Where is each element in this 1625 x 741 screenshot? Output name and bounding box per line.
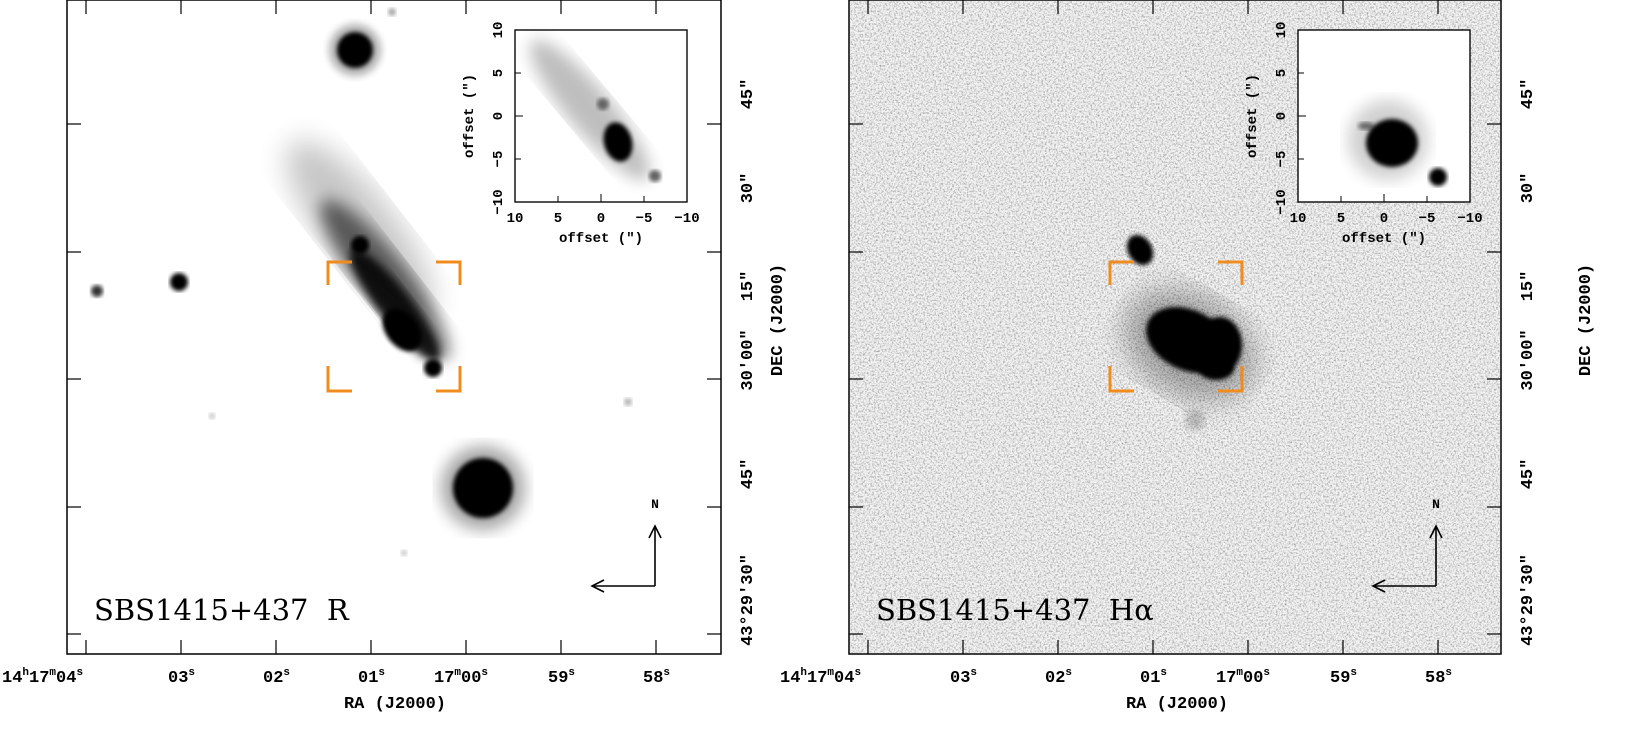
ha-dec-tick: 15" — [1519, 271, 1538, 302]
ha-ra-tick: 58s — [1425, 667, 1452, 688]
r-inset-xtick: 10 — [507, 211, 524, 227]
r-ra-tick: 01s — [358, 667, 385, 688]
ha-inset-ytick: 5 — [1274, 69, 1290, 77]
r-inset-xlabel: offset (") — [559, 231, 643, 247]
ha-ra-tick: 59s — [1330, 667, 1357, 688]
r-inset-ytick: −10 — [491, 189, 507, 214]
r-inset-ytick: 10 — [491, 22, 507, 39]
r-dec-tick: 30'00" — [739, 329, 758, 390]
r-ra-tick: 59s — [548, 667, 575, 688]
ha-dec-axis-label: DEC (J2000) — [1577, 264, 1596, 376]
r-inset — [514, 29, 688, 203]
ha-ra-tick: 14h17m04s — [780, 667, 861, 688]
ha-dec-tick: 30'00" — [1519, 329, 1538, 390]
r-inset-ylabel: offset (") — [462, 74, 478, 158]
r-inset-xtick: 5 — [554, 211, 562, 227]
r-inset-xtick: 0 — [597, 211, 605, 227]
ha-inset-xtick: 0 — [1380, 211, 1388, 227]
ha-ra-tick: 17m00s — [1216, 667, 1270, 688]
ha-ra-tick: 01s — [1140, 667, 1167, 688]
ha-inset-xtick: −5 — [1419, 211, 1436, 227]
ha-panel-label: SBS1415+437 Hα — [876, 593, 1154, 627]
r-inset-xtick: −10 — [674, 211, 699, 227]
r-ra-axis-label: RA (J2000) — [344, 695, 446, 714]
ha-dec-tick: 45" — [1519, 459, 1538, 490]
ha-dec-tick: 43°29'30" — [1519, 554, 1538, 646]
r-dec-tick: 45" — [739, 79, 758, 110]
ha-inset-ytick: −10 — [1274, 189, 1290, 214]
r-compass — [590, 524, 662, 593]
r-ra-tick: 03s — [168, 667, 195, 688]
r-frame-ticks — [67, 0, 721, 654]
r-ra-tick: 02s — [263, 667, 290, 688]
r-galaxy — [91, 8, 632, 556]
ha-inset-xtick: 5 — [1337, 211, 1345, 227]
ha-inset — [1297, 29, 1471, 203]
r-ra-tick: 14h17m04s — [2, 667, 83, 688]
r-inset-ytick: −5 — [491, 151, 507, 168]
r-panel-label: SBS1415+437 R — [94, 593, 350, 627]
ha-dec-tick: 30" — [1519, 173, 1538, 204]
ha-inset-ytick: 0 — [1274, 112, 1290, 120]
ha-ra-tick: 02s — [1045, 667, 1072, 688]
r-dec-tick: 15" — [739, 271, 758, 302]
r-dec-tick: 30" — [739, 173, 758, 204]
ha-ra-axis-label: RA (J2000) — [1126, 695, 1228, 714]
panel-h-alpha — [848, 0, 1502, 655]
r-inset-ytick: 0 — [491, 112, 507, 120]
ha-inset-xlabel: offset (") — [1342, 231, 1426, 247]
ha-inset-xtick: 10 — [1290, 211, 1307, 227]
r-north-label: N — [651, 497, 659, 512]
r-ra-tick: 17m00s — [434, 667, 488, 688]
ha-compass — [1371, 524, 1443, 593]
ha-inset-ytick: 10 — [1274, 22, 1290, 39]
ha-emission-regions — [1124, 234, 1256, 430]
ha-inset-xtick: −10 — [1457, 211, 1482, 227]
r-inset-xtick: −5 — [636, 211, 653, 227]
r-dec-tick: 43°29'30" — [739, 554, 758, 646]
ha-ra-tick: 03s — [950, 667, 977, 688]
ha-north-label: N — [1432, 497, 1440, 512]
panel-r-band — [66, 0, 722, 655]
r-region-box — [326, 260, 462, 393]
ha-frame-ticks — [849, 0, 1501, 654]
r-inset-ytick: 5 — [491, 69, 507, 77]
ha-dec-tick: 45" — [1519, 79, 1538, 110]
r-ra-tick: 58s — [643, 667, 670, 688]
ha-region-box — [1108, 260, 1244, 393]
ha-inset-ytick: −5 — [1274, 151, 1290, 168]
r-dec-axis-label: DEC (J2000) — [769, 264, 788, 376]
ha-inset-ylabel: offset (") — [1245, 74, 1261, 158]
r-dec-tick: 45" — [739, 459, 758, 490]
